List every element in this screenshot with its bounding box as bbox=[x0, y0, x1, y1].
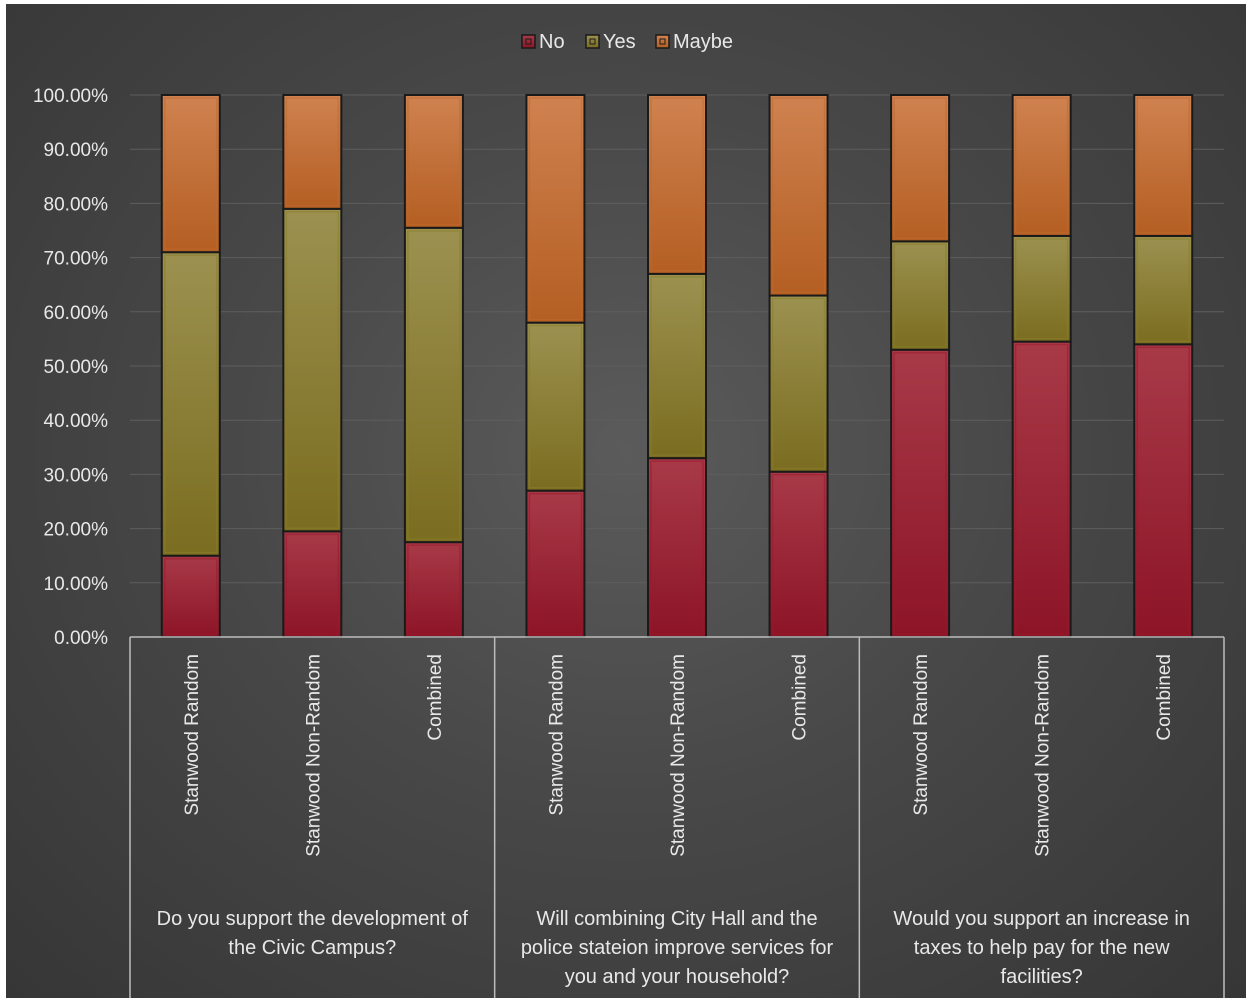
x-group-label: Would you support an increase in bbox=[893, 908, 1189, 930]
bar-segment-yes bbox=[525, 321, 586, 492]
bar-segment-inner-border bbox=[893, 243, 947, 348]
legend-swatch-inner bbox=[589, 38, 596, 45]
legend-label-maybe: Maybe bbox=[673, 31, 733, 53]
y-tick-label: 70.00% bbox=[44, 249, 109, 270]
bar-segment-yes bbox=[647, 272, 707, 460]
bar-segment-inner-border bbox=[771, 97, 826, 294]
legend: No Yes Maybe bbox=[521, 31, 733, 53]
bar-segment-inner-border bbox=[1136, 346, 1190, 635]
legend-swatch-inner bbox=[659, 38, 666, 45]
y-tick-label: 50.00% bbox=[44, 357, 109, 378]
bar-segment-maybe bbox=[1133, 94, 1194, 237]
bar-segment-inner-border bbox=[771, 473, 826, 635]
bar-segment-inner-border bbox=[528, 492, 583, 635]
y-tick-label: 20.00% bbox=[44, 520, 109, 541]
legend-swatch-maybe bbox=[655, 34, 670, 49]
bar-segment-maybe bbox=[403, 94, 464, 229]
y-tick-label: 10.00% bbox=[44, 574, 109, 595]
bar-segment-no bbox=[403, 541, 464, 639]
bar-segment-yes bbox=[1133, 234, 1194, 346]
x-axis: Stanwood Random Stanwood Non-Random Combin… bbox=[129, 636, 1225, 998]
bar-segment-inner-border bbox=[528, 324, 583, 489]
bar-segment-yes bbox=[282, 207, 343, 533]
legend-label-no: No bbox=[539, 31, 565, 53]
bar-segment-inner-border bbox=[1014, 238, 1069, 340]
y-tick-label: 90.00% bbox=[44, 140, 109, 161]
bar-segment-maybe bbox=[768, 94, 829, 297]
bar-segment-inner-border bbox=[528, 97, 583, 321]
bar-segment-no bbox=[282, 530, 343, 638]
x-category-label: Stanwood Random bbox=[911, 654, 932, 816]
legend-swatch-no bbox=[521, 34, 536, 49]
x-group-label: taxes to help pay for the new bbox=[914, 937, 1170, 959]
y-tick-label: 60.00% bbox=[44, 303, 109, 324]
x-category-label: Stanwood Random bbox=[182, 654, 203, 816]
y-tick-label: 100.00% bbox=[33, 86, 108, 107]
x-category-label: Stanwood Non-Random bbox=[1033, 654, 1054, 857]
x-category-label: Combined bbox=[790, 654, 811, 741]
bar-segment-inner-border bbox=[650, 276, 704, 456]
bar-segment-maybe bbox=[525, 94, 586, 324]
bar-segment-inner-border bbox=[164, 97, 218, 250]
bar-segment-no bbox=[1011, 340, 1072, 638]
y-tick-label: 40.00% bbox=[44, 411, 109, 432]
bar-segment-yes bbox=[1011, 234, 1072, 343]
x-group-label: Will combining City Hall and the bbox=[536, 908, 817, 930]
bar-segment-maybe bbox=[647, 94, 707, 275]
bar-segment-inner-border bbox=[164, 254, 218, 554]
bar-segment-no bbox=[768, 470, 829, 638]
bar-segment-maybe bbox=[1011, 94, 1072, 237]
bar-segment-inner-border bbox=[164, 557, 218, 635]
bar-segment-inner-border bbox=[285, 97, 340, 207]
bar-segment-inner-border bbox=[650, 460, 704, 635]
x-category-label: Combined bbox=[425, 654, 446, 741]
bar-segment-no bbox=[647, 457, 707, 639]
x-group-label: facilities? bbox=[1001, 966, 1083, 988]
bar-segment-inner-border bbox=[285, 211, 340, 530]
bar-segment-inner-border bbox=[893, 97, 947, 240]
bar-segment-maybe bbox=[282, 94, 343, 210]
legend-label-yes: Yes bbox=[603, 31, 636, 53]
bar-segment-inner-border bbox=[1136, 97, 1190, 234]
y-tick-label: 0.00% bbox=[54, 628, 108, 649]
bar-segment-inner-border bbox=[407, 544, 461, 635]
y-tick-label: 30.00% bbox=[44, 465, 109, 486]
bar-segment-no bbox=[525, 489, 586, 638]
bar-segment-yes bbox=[403, 226, 464, 544]
bar-segment-inner-border bbox=[771, 297, 826, 470]
bar-segment-inner-border bbox=[285, 533, 340, 635]
bar-segment-yes bbox=[768, 294, 829, 473]
x-group-label: the Civic Campus? bbox=[228, 937, 396, 959]
x-group-label: police stateion improve services for bbox=[521, 937, 834, 959]
x-group-label: you and your household? bbox=[565, 966, 790, 988]
bar-segment-inner-border bbox=[893, 351, 947, 635]
x-category-label: Stanwood Random bbox=[546, 654, 567, 816]
bar-segment-inner-border bbox=[407, 97, 461, 226]
bar-segment-inner-border bbox=[1014, 97, 1069, 234]
x-group-label: Do you support the development of bbox=[157, 908, 469, 930]
y-tick-label: 80.00% bbox=[44, 194, 109, 215]
bars bbox=[160, 94, 1194, 639]
bar-segment-yes bbox=[890, 240, 951, 351]
bar-segment-inner-border bbox=[1136, 238, 1190, 343]
chart-area: No Yes Maybe 0.00% 10.00% 20.00% 30.00% 40.00%… bbox=[6, 4, 1246, 998]
x-category-label: Stanwood Non-Random bbox=[668, 654, 689, 857]
bar-segment-inner-border bbox=[650, 97, 704, 272]
bar-segment-no bbox=[890, 348, 951, 638]
x-category-label: Stanwood Non-Random bbox=[303, 654, 324, 857]
bar-segment-inner-border bbox=[407, 230, 461, 540]
bar-segment-no bbox=[1133, 343, 1194, 638]
legend-swatch-inner bbox=[525, 38, 532, 45]
bar-segment-no bbox=[160, 554, 221, 639]
legend-swatch-yes bbox=[585, 34, 600, 49]
bar-segment-maybe bbox=[160, 94, 221, 254]
bar-segment-inner-border bbox=[1014, 343, 1069, 635]
y-axis-ticks: 0.00% 10.00% 20.00% 30.00% 40.00% 50.00% 60.00… bbox=[33, 86, 108, 649]
bar-segment-yes bbox=[160, 251, 221, 557]
stacked-bar-chart: No Yes Maybe 0.00% 10.00% 20.00% 30.00% 40.00%… bbox=[33, 31, 1225, 998]
x-category-label: Combined bbox=[1154, 654, 1175, 741]
bar-segment-maybe bbox=[890, 94, 951, 243]
